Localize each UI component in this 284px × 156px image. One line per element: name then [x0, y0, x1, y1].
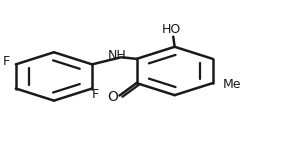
Text: O: O [107, 90, 118, 104]
Text: HO: HO [162, 23, 181, 36]
Text: F: F [2, 55, 9, 68]
Text: NH: NH [107, 49, 126, 62]
Text: F: F [91, 88, 99, 101]
Text: Me: Me [223, 78, 241, 91]
